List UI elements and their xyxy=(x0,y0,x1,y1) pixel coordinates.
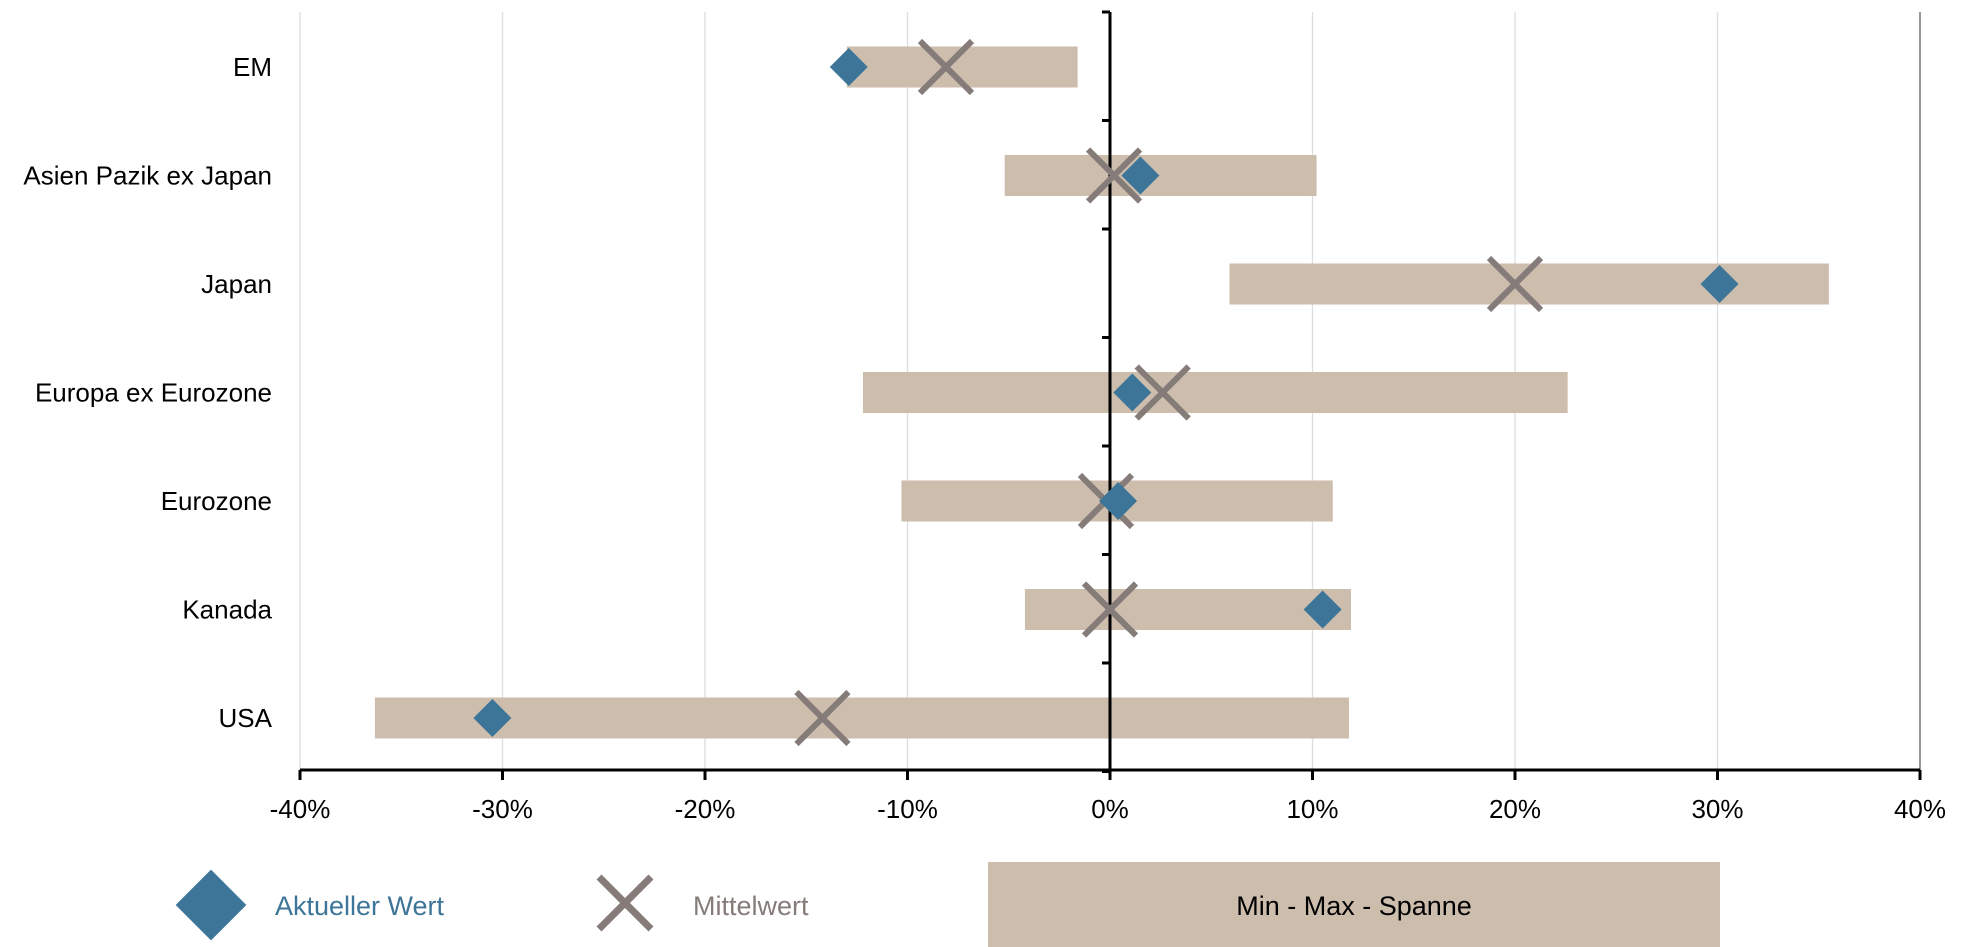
x-tick-label: 20% xyxy=(1489,794,1541,824)
x-tick-label: 0% xyxy=(1091,794,1129,824)
range-bar xyxy=(374,697,1349,739)
current-value-markers xyxy=(473,48,1739,737)
x-tick-label: -40% xyxy=(270,794,331,824)
x-tick-label: 10% xyxy=(1286,794,1338,824)
current-value-marker xyxy=(1121,156,1160,195)
x-tick-label: -30% xyxy=(472,794,533,824)
current-value-marker xyxy=(1303,590,1342,629)
range-bar xyxy=(1024,589,1351,630)
category-label: Japan xyxy=(201,269,272,299)
legend: Aktueller Wert Mittelwert Min - Max - Sp… xyxy=(175,862,1720,947)
current-value-marker xyxy=(1113,373,1152,412)
legend-diamond-icon xyxy=(175,869,247,941)
category-labels: EM Asien Pazik ex Japan Japan Europa ex Eur… xyxy=(23,52,272,733)
current-value-marker xyxy=(473,699,512,737)
x-tick-labels: -40% -30% -20% -10% 0% 10% 20% 30% 40% xyxy=(270,794,1946,824)
legend-label-current: Aktueller Wert xyxy=(275,891,445,921)
category-label: EM xyxy=(233,52,272,82)
category-label: Asien Pazik ex Japan xyxy=(23,161,272,191)
legend-label-range: Min - Max - Spanne xyxy=(1236,891,1472,921)
category-label: Kanada xyxy=(182,595,272,625)
x-tick-label: -20% xyxy=(675,794,736,824)
legend-label-mean: Mittelwert xyxy=(693,891,809,921)
x-tick-label: 40% xyxy=(1894,794,1946,824)
current-value-marker xyxy=(829,48,868,86)
category-label: USA xyxy=(219,703,273,733)
category-label: Eurozone xyxy=(161,486,272,516)
category-label: Europa ex Eurozone xyxy=(35,378,272,408)
legend-range-swatch xyxy=(988,862,1720,947)
mean-marker xyxy=(1085,147,1143,204)
mean-marker xyxy=(1134,364,1191,421)
mean-marker xyxy=(794,689,851,747)
range-bars xyxy=(374,46,1829,739)
mean-marker xyxy=(1486,255,1544,313)
x-tick-label: -10% xyxy=(877,794,938,824)
range-bar xyxy=(862,372,1568,413)
range-bar xyxy=(1004,155,1317,196)
mean-marker xyxy=(1081,581,1139,638)
current-value-marker xyxy=(1099,482,1138,520)
mean-markers xyxy=(794,38,1544,747)
mean-marker xyxy=(917,38,975,96)
axes xyxy=(298,10,1922,780)
current-value-marker xyxy=(1700,265,1739,303)
legend-x-icon xyxy=(596,874,654,932)
x-tick-label: 30% xyxy=(1691,794,1743,824)
